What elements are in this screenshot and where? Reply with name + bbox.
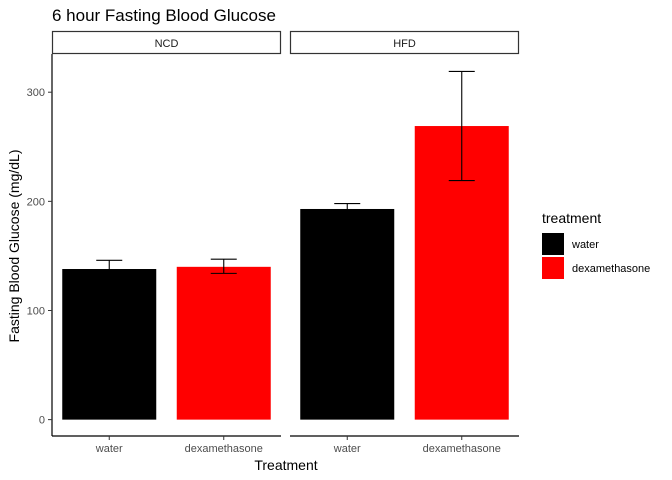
x-tick-label: dexamethasone	[423, 443, 501, 455]
facet-strip-label: HFD	[393, 38, 416, 50]
error-bar	[448, 70, 475, 182]
x-tick-label: water	[95, 443, 123, 455]
facet-panel-ncd: NCD water dexamethasone	[51, 30, 282, 455]
y-axis: 0 100 200 300	[27, 87, 52, 427]
chart-title: 6 hour Fasting Blood Glucose	[52, 6, 276, 25]
legend-title: treatment	[542, 210, 601, 226]
legend-label: dexamethasone	[572, 263, 650, 275]
facet-strip-label: NCD	[155, 38, 179, 50]
y-axis-title: Fasting Blood Glucose (mg/dL)	[6, 150, 22, 343]
x-tick-label: water	[333, 443, 361, 455]
legend-key-dexamethasone	[542, 257, 564, 279]
error-bar	[96, 259, 123, 279]
x-axis-title: Treatment	[254, 457, 317, 473]
error-bar	[334, 202, 361, 214]
facets: NCD water dexamethasone HFD water dexamethaso…	[51, 30, 520, 455]
x-tick-label: dexamethasone	[185, 443, 263, 455]
bar-hfd-water	[300, 208, 395, 420]
y-tick-label: 200	[27, 196, 45, 208]
facet-strip	[51, 30, 282, 55]
legend: treatment water dexamethasone	[542, 210, 650, 279]
legend-key-water	[542, 233, 564, 255]
y-tick-label: 100	[27, 305, 45, 317]
error-bar	[210, 258, 237, 274]
facet-panel-hfd: HFD water dexamethasone	[289, 30, 520, 455]
y-tick-label: 300	[27, 87, 45, 99]
y-tick-label: 0	[39, 415, 45, 427]
bar-ncd-water	[62, 269, 157, 420]
bar-ncd-dexamethasone	[176, 266, 271, 420]
facet-strip	[289, 30, 520, 55]
legend-label: water	[571, 239, 599, 251]
